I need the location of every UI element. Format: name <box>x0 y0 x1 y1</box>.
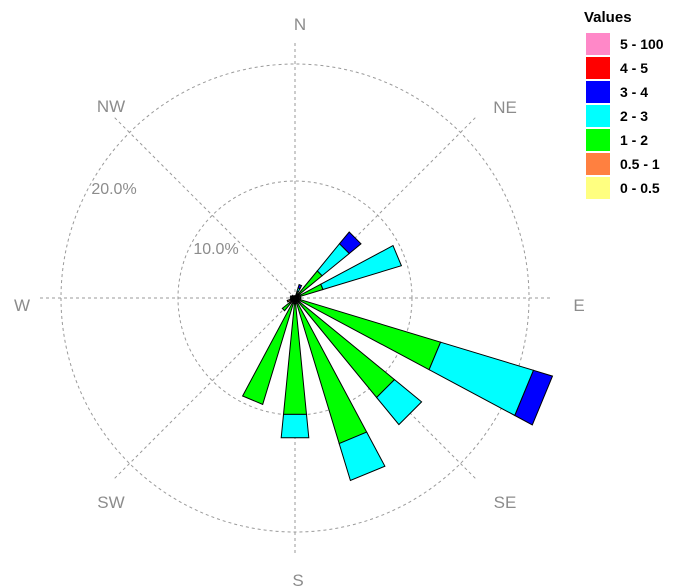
petal-225-bin-1-2 <box>281 301 292 312</box>
ring-label-10-0: 10.0% <box>193 241 238 258</box>
legend-swatch-1-2 <box>586 129 610 151</box>
petal-247.5-bin-0-5-1 <box>286 298 293 303</box>
petal-112.5-bin-3-4 <box>514 369 554 426</box>
legend-swatch-3-4 <box>586 81 610 103</box>
petal-180-bin-2-3 <box>280 413 310 439</box>
ring-label-20-0: 20.0% <box>91 181 136 198</box>
petal-67.5-bin-2-3 <box>320 244 403 291</box>
legend-label-2-3: 2 - 3 <box>620 108 648 124</box>
legend-swatch-0-0-5 <box>586 177 610 199</box>
legend-title: Values <box>584 9 632 26</box>
legend-label-4-5: 4 - 5 <box>620 60 648 76</box>
legend-label-1-2: 1 - 2 <box>620 132 648 148</box>
legend: Values 5 - 100 4 - 5 3 - 4 2 - 3 1 - 2 0.5 - 1… <box>584 9 664 199</box>
petal-157.5-bin-2-3 <box>338 431 386 482</box>
legend-swatch-5-100 <box>586 33 610 55</box>
legend-swatch-2-3 <box>586 105 610 127</box>
spoke-nw <box>112 115 296 299</box>
legend-label-0-5-1: 0.5 - 1 <box>620 156 660 172</box>
direction-label-se: SE <box>494 493 517 512</box>
direction-label-ne: NE <box>493 98 517 117</box>
direction-label-n: N <box>294 15 306 34</box>
petal-22.5-bin-3-4 <box>297 283 303 290</box>
direction-label-s: S <box>292 571 303 588</box>
petal-90-bin-0-0-5 <box>294 297 299 299</box>
direction-label-sw: SW <box>97 493 124 512</box>
petal-45-bin-3-4 <box>338 231 362 255</box>
legend-label-5-100: 5 - 100 <box>620 36 664 52</box>
legend-swatch-4-5 <box>586 57 610 79</box>
petals-layer <box>241 231 554 482</box>
direction-label-w: W <box>14 296 30 315</box>
legend-swatch-0-5-1 <box>586 153 610 175</box>
legend-label-0-0-5: 0 - 0.5 <box>620 180 660 196</box>
spoke-sw <box>112 297 296 481</box>
petal-135-bin-2-3 <box>375 378 423 426</box>
direction-label-e: E <box>573 296 584 315</box>
legend-label-3-4: 3 - 4 <box>620 84 648 100</box>
petal-112.5-bin-2-3 <box>428 341 535 417</box>
labels-layer: N NE E SE S SW W NW 10.0% 20.0% <box>14 15 585 588</box>
petal-90-bin-0-5-1 <box>298 296 302 300</box>
direction-label-nw: NW <box>97 97 125 116</box>
petal-202.5-bin-1-2 <box>241 302 294 406</box>
